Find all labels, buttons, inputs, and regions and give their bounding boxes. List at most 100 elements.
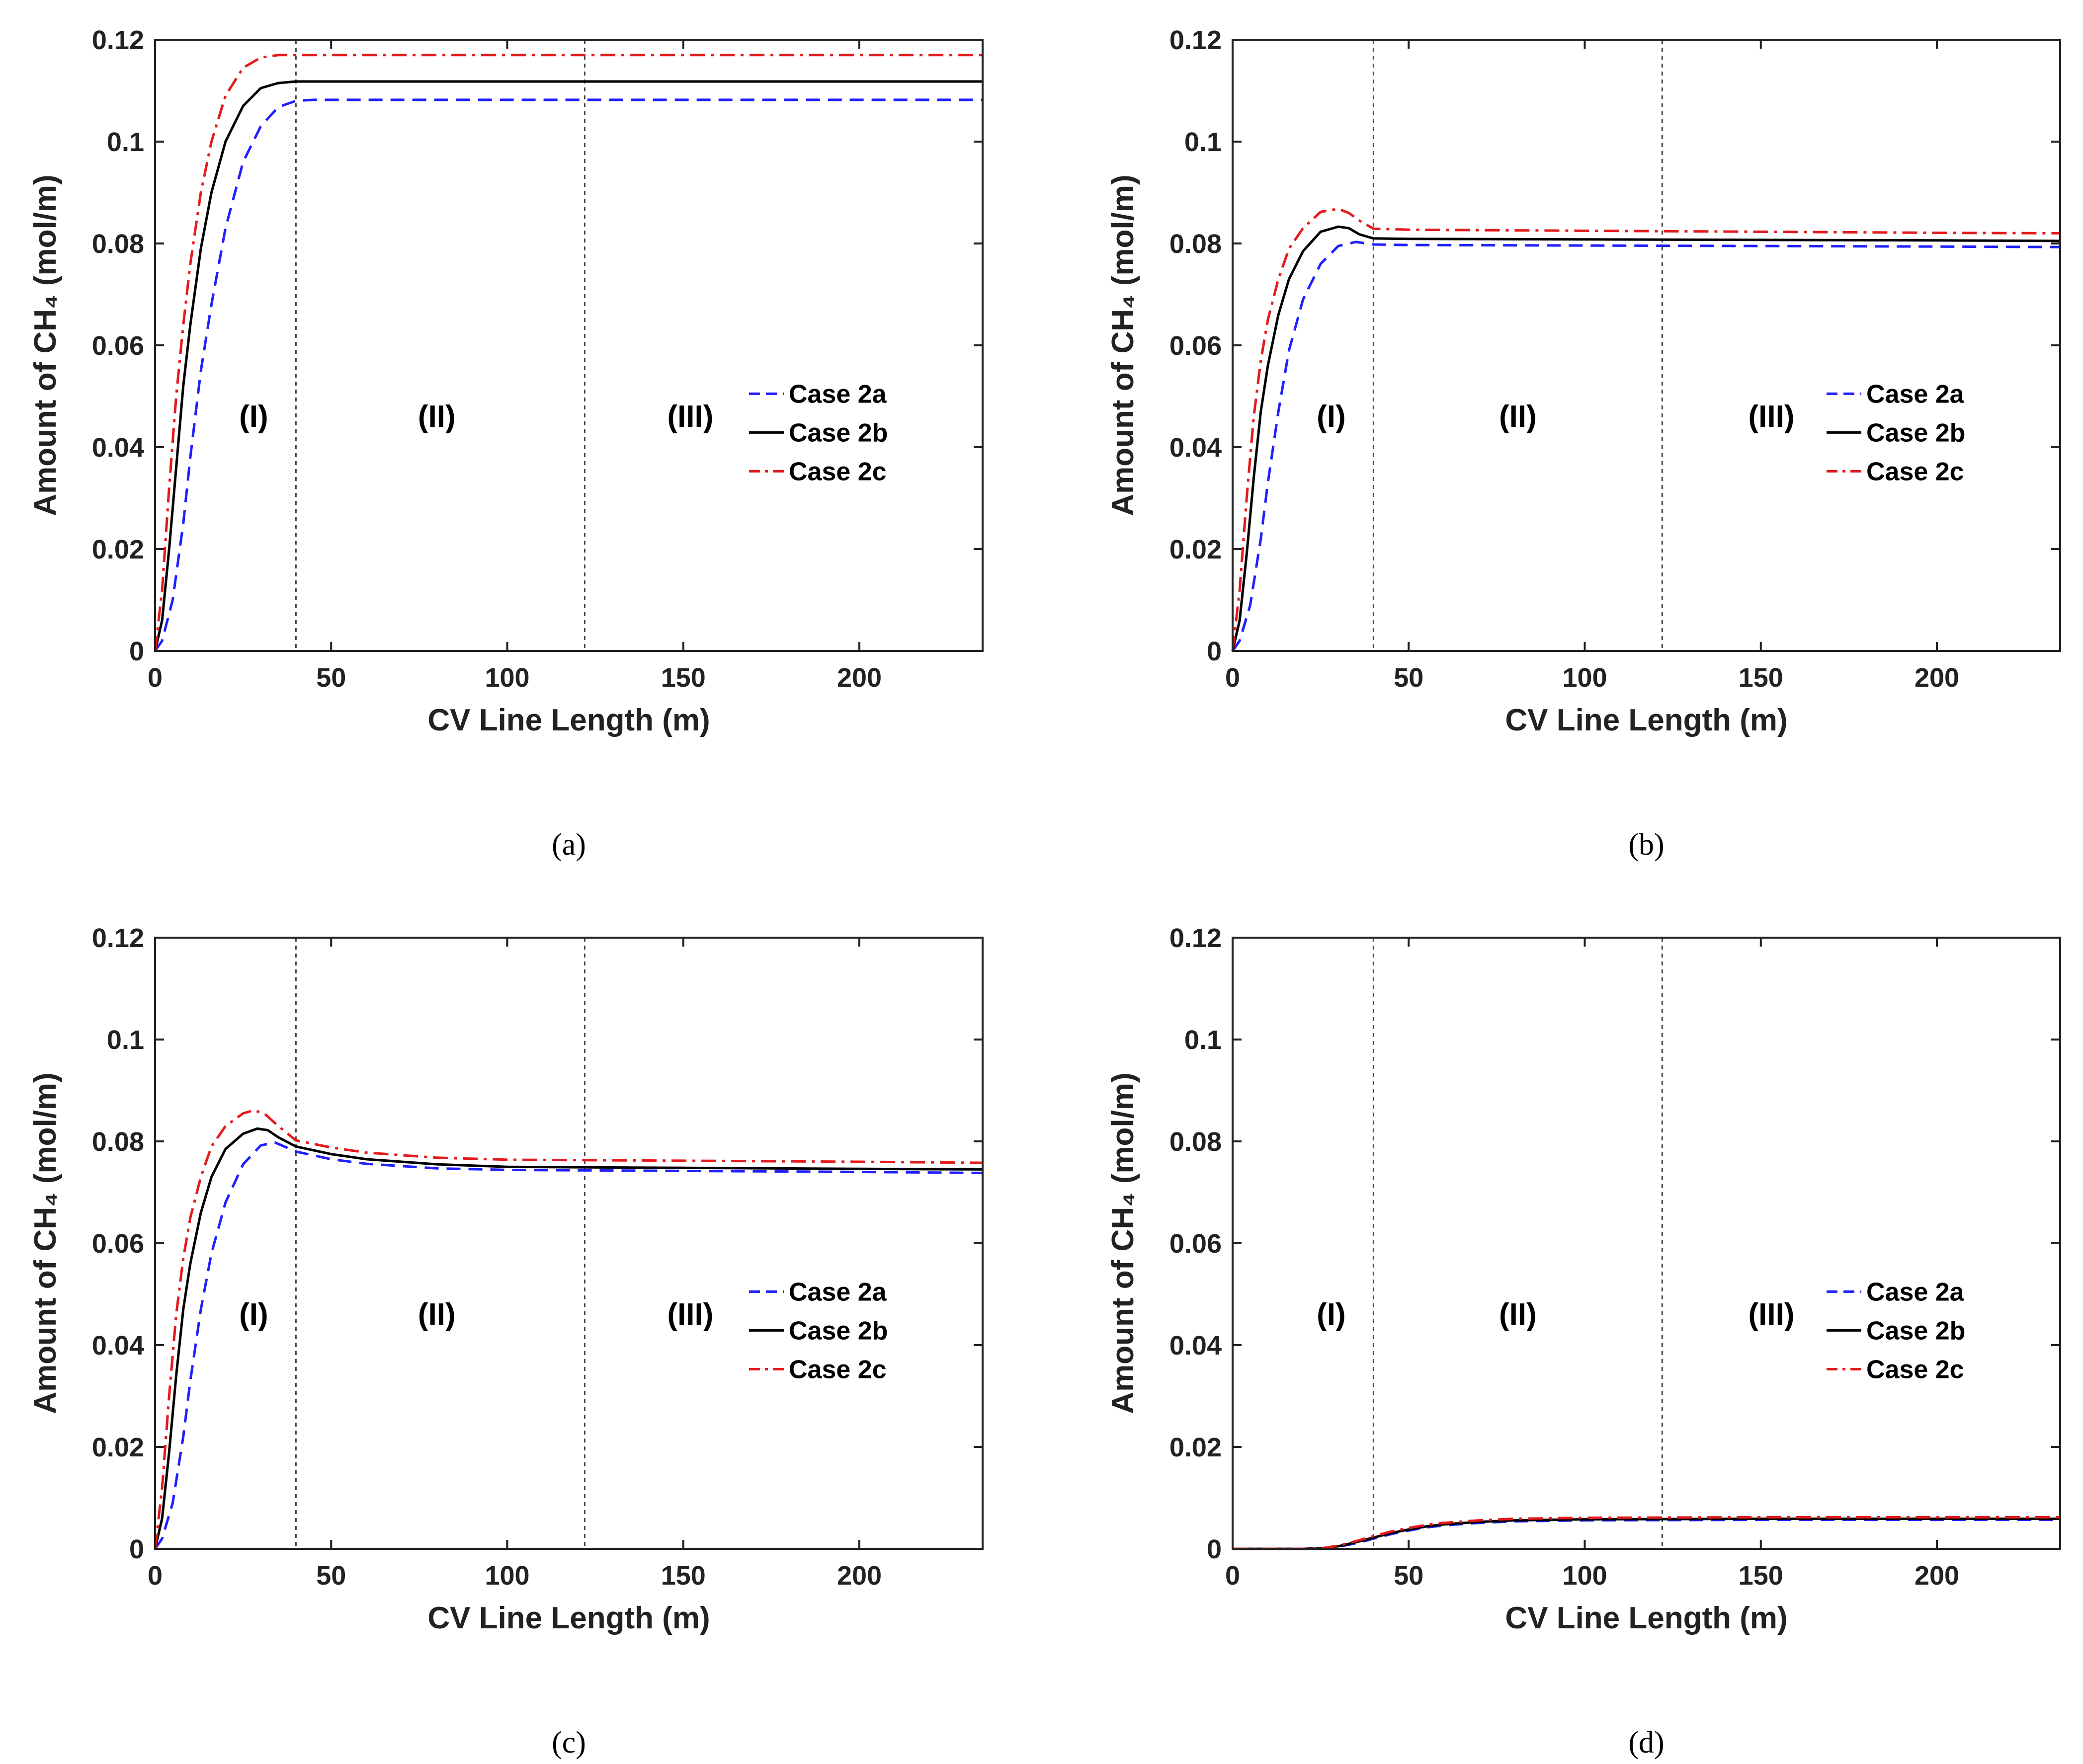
y-tick-label: 0.12	[1169, 25, 1222, 55]
y-tick-label: 0.06	[92, 1229, 144, 1259]
region-label: (I)	[239, 400, 268, 434]
x-tick-label: 50	[316, 1561, 346, 1591]
x-tick-label: 0	[1225, 663, 1240, 693]
y-axis-title: Amount of CH₄ (mol/m)	[1106, 1072, 1140, 1414]
region-label: (III)	[667, 400, 713, 434]
x-tick-label: 100	[1562, 663, 1607, 693]
region-label: (II)	[418, 1297, 456, 1332]
x-tick-label: 150	[661, 663, 706, 693]
y-tick-label: 0.04	[1169, 433, 1222, 463]
region-label: (III)	[1749, 400, 1795, 434]
panel-label: (c)	[552, 1726, 586, 1760]
y-tick-label: 0.12	[92, 25, 144, 55]
y-tick-label: 0.02	[92, 1433, 144, 1462]
axes-frame	[1232, 937, 2061, 1550]
region-label: (II)	[418, 400, 456, 434]
legend-entry: Case 2b	[789, 418, 888, 447]
x-tick-label: 100	[1562, 1561, 1607, 1591]
x-tick-label: 0	[1225, 1561, 1240, 1591]
panel-label: (d)	[1628, 1726, 1664, 1760]
y-tick-label: 0.04	[92, 433, 144, 463]
x-tick-label: 100	[485, 663, 529, 693]
region-label: (II)	[1499, 1297, 1537, 1332]
panel-label: (a)	[552, 828, 586, 862]
y-tick-label: 0.1	[107, 127, 144, 157]
region-label: (III)	[1749, 1297, 1795, 1332]
y-tick-label: 0.06	[1169, 1229, 1222, 1259]
y-tick-label: 0.1	[1184, 127, 1222, 157]
legend-entry: Case 2c	[789, 1355, 887, 1384]
series-line-case-2c	[154, 1109, 983, 1549]
series-line-case-2c	[154, 54, 983, 651]
series-line-case-2b	[154, 1127, 983, 1549]
legend-entry: Case 2a	[789, 380, 887, 408]
y-tick-label: 0.04	[1169, 1331, 1222, 1361]
series-line-case-2b	[154, 80, 983, 651]
y-tick-label: 0	[129, 1534, 144, 1564]
y-tick-label: 0	[129, 637, 144, 666]
series-line-case-2a	[1231, 241, 2061, 652]
y-tick-label: 0.06	[92, 331, 144, 361]
series-line-case-2a	[154, 98, 983, 652]
legend-entry: Case 2a	[1866, 380, 1965, 408]
y-tick-label: 0.04	[92, 1331, 144, 1361]
axes-frame	[154, 39, 984, 652]
y-tick-label: 0	[1207, 637, 1222, 666]
legend-entry: Case 2b	[789, 1316, 888, 1345]
panel-label: (b)	[1628, 828, 1664, 862]
region-label: (I)	[1317, 1297, 1346, 1332]
x-tick-label: 150	[661, 1561, 706, 1591]
legend-entry: Case 2c	[789, 457, 887, 486]
x-tick-label: 150	[1739, 1561, 1783, 1591]
panel-2: 0 50 100 150 200 0 0.02 0.04 0.06 0.08 0.1 0.12 CV L…	[1106, 25, 2061, 862]
y-tick-label: 0.08	[92, 229, 144, 259]
y-tick-label: 0.02	[92, 535, 144, 564]
y-tick-label: 0.02	[1169, 535, 1222, 564]
y-tick-label: 0.1	[107, 1025, 144, 1055]
legend-entry: Case 2b	[1866, 418, 1965, 447]
legend-entry: Case 2a	[1866, 1278, 1965, 1306]
y-tick-label: 0.08	[92, 1127, 144, 1157]
y-axis-title: Amount of CH₄ (mol/m)	[28, 174, 63, 516]
y-tick-label: 0.06	[1169, 331, 1222, 361]
series-line-case-2a	[154, 1141, 983, 1550]
x-tick-label: 50	[1394, 663, 1423, 693]
legend-entry: Case 2a	[789, 1278, 887, 1306]
x-tick-label: 50	[316, 663, 346, 693]
y-tick-label: 0.12	[1169, 923, 1222, 953]
x-tick-label: 50	[1394, 1561, 1423, 1591]
x-tick-label: 0	[148, 663, 163, 693]
x-axis-title: CV Line Length (m)	[1505, 703, 1787, 737]
y-tick-label: 0.08	[1169, 229, 1222, 259]
series-line-case-2b	[1231, 225, 2061, 651]
panel-4: 0 50 100 150 200 0 0.02 0.04 0.06 0.08 0.1 0.12 CV L…	[1106, 923, 2061, 1760]
x-tick-label: 200	[837, 1561, 882, 1591]
region-label: (I)	[239, 1297, 268, 1332]
x-tick-label: 200	[1915, 663, 1959, 693]
legend-entry: Case 2b	[1866, 1316, 1965, 1345]
y-tick-label: 0.12	[92, 923, 144, 953]
x-tick-label: 100	[485, 1561, 529, 1591]
region-label: (I)	[1317, 400, 1346, 434]
panel-1: 0 50 100 150 200 0 0.02 0.04 0.06 0.08 0.1 0.12 CV L…	[28, 25, 984, 862]
panel-3: 0 50 100 150 200 0 0.02 0.04 0.06 0.08 0.1 0.12 CV L…	[28, 923, 984, 1760]
y-tick-label: 0.08	[1169, 1127, 1222, 1157]
legend-entry: Case 2c	[1866, 1355, 1964, 1384]
y-tick-label: 0	[1207, 1534, 1222, 1564]
region-label: (II)	[1499, 400, 1537, 434]
x-tick-label: 200	[1915, 1561, 1959, 1591]
x-axis-title: CV Line Length (m)	[427, 703, 710, 737]
axes-frame	[154, 937, 984, 1550]
x-tick-label: 200	[837, 663, 882, 693]
series-line-case-2c	[1233, 1516, 2060, 1550]
y-axis-title: Amount of CH₄ (mol/m)	[1106, 174, 1140, 516]
x-tick-label: 150	[1739, 663, 1783, 693]
x-axis-title: CV Line Length (m)	[1505, 1601, 1787, 1635]
y-tick-label: 0.02	[1169, 1433, 1222, 1462]
y-tick-label: 0.1	[1184, 1025, 1222, 1055]
region-label: (III)	[667, 1297, 713, 1332]
axes-frame	[1232, 39, 2061, 652]
series-line-case-2c	[1231, 207, 2061, 651]
